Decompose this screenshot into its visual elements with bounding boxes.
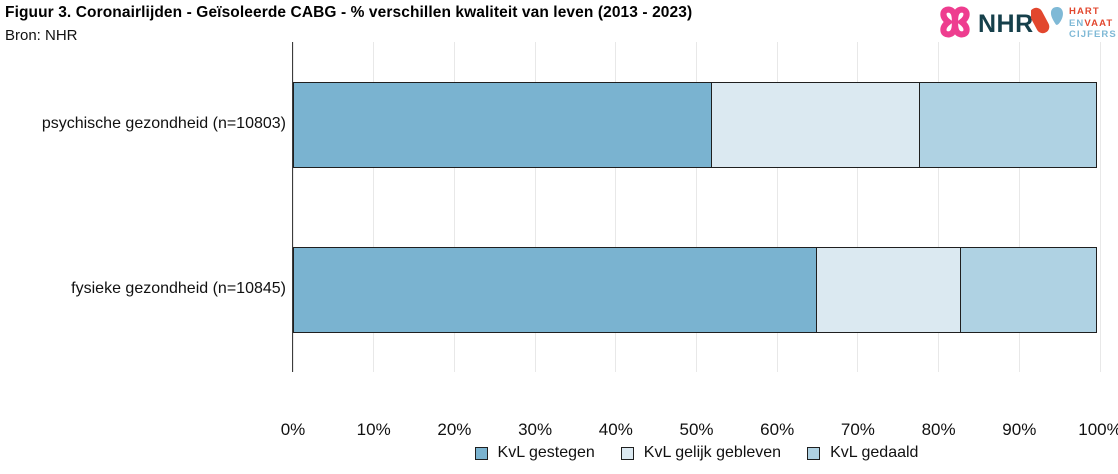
- x-tick-label: 40%: [598, 420, 633, 439]
- gridline: [1099, 42, 1101, 372]
- hartenvaatcijfers-logo: HART ENVAAT CIJFERS: [1029, 3, 1117, 44]
- bar-segment: [711, 82, 921, 168]
- gridline: [857, 42, 859, 372]
- nhr-knot-icon: [936, 3, 974, 46]
- x-tick-label: 80%: [921, 420, 956, 439]
- legend-label: KvL gelijk gebleven: [643, 444, 782, 461]
- legend-swatch: [620, 446, 634, 460]
- bar-row: [293, 247, 1100, 333]
- gridline: [696, 42, 697, 372]
- category-label: psychische gezondheid (n=10803): [41, 115, 286, 132]
- hv-line3: CIJFERS: [1069, 29, 1117, 40]
- heart-drop-icon: [1029, 3, 1065, 44]
- bar-segment: [293, 247, 818, 333]
- nhr-logo: NHR: [936, 3, 1034, 46]
- legend-label: KvL gestegen: [497, 444, 595, 461]
- chart-legend: KvL gestegen KvL gelijk gebleven KvL gedaa…: [293, 444, 1100, 462]
- x-tick-label: 10%: [356, 420, 391, 439]
- legend-swatch: [807, 446, 821, 460]
- x-tick-label: 90%: [1002, 420, 1037, 439]
- gridline: [534, 42, 536, 372]
- legend-swatch: [474, 446, 488, 460]
- page-title: Figuur 3. Coronairlijden - Geïsoleerde C…: [5, 4, 693, 21]
- x-tick-label: 30%: [518, 420, 553, 439]
- bar-segment: [293, 82, 713, 168]
- legend-item: KvL gedaald: [807, 444, 918, 462]
- x-tick-label: 100%: [1078, 420, 1118, 439]
- x-tick-label: 20%: [437, 420, 472, 439]
- x-tick-label: 70%: [840, 420, 875, 439]
- gridline: [1018, 42, 1020, 372]
- gridline: [373, 42, 375, 372]
- gridline: [938, 42, 940, 372]
- x-tick-label: 60%: [760, 420, 795, 439]
- bar-row: [293, 82, 1100, 168]
- category-label: fysieke gezondheid (n=10845): [71, 280, 286, 297]
- hartenvaatcijfers-wordmark: HART ENVAAT CIJFERS: [1069, 3, 1117, 41]
- gridline: [615, 42, 617, 372]
- plot-area: 0% 10% 20% 30% 40% 50% 60% 70% 80% 90% 100%: [281, 42, 1118, 439]
- gridline: [776, 42, 778, 372]
- legend-item: KvL gestegen: [474, 444, 595, 462]
- gridline: [292, 42, 294, 372]
- bar-segment: [919, 82, 1097, 168]
- x-tick-label: 50%: [679, 420, 714, 439]
- gridline: [453, 42, 455, 372]
- source-label: Bron: NHR: [5, 27, 78, 44]
- hv-line1: HART: [1069, 6, 1100, 17]
- hv-line2-vaat: VAAT: [1084, 17, 1114, 29]
- legend-item: KvL gelijk gebleven: [620, 444, 782, 462]
- bar-segment: [959, 247, 1097, 333]
- hv-line2-en: EN: [1069, 17, 1085, 29]
- bar-segment: [815, 247, 962, 333]
- x-tick-label: 0%: [280, 420, 306, 439]
- legend-label: KvL gedaald: [830, 444, 919, 461]
- nhr-logo-text: NHR: [978, 10, 1034, 38]
